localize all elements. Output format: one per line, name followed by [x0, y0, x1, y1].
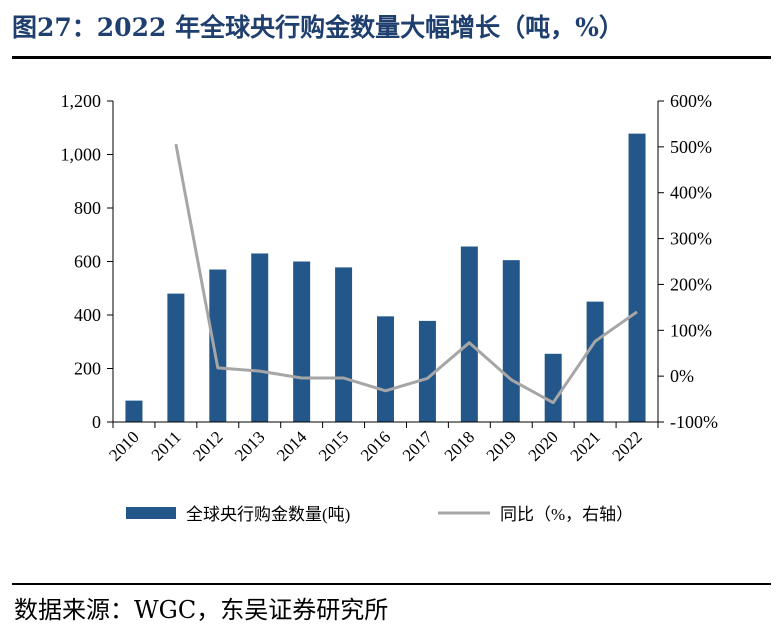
right-axis: -100% 0% 100% 200% 300% 400% 500% 600% — [657, 91, 718, 432]
right-axis-tick-label: 200% — [670, 274, 712, 294]
bar-2017 — [418, 320, 436, 422]
line-series — [174, 143, 638, 405]
bar-2018 — [460, 246, 478, 422]
bar-2011 — [167, 293, 185, 422]
yoy-line — [174, 143, 638, 405]
x-axis-tick-label: 2012 — [189, 427, 226, 464]
x-axis-tick-label: 2017 — [399, 427, 437, 465]
left-axis-tick-label: 1,000 — [61, 145, 102, 165]
x-axis-tick-label: 2015 — [315, 427, 352, 464]
left-axis-tick-label: 800 — [74, 198, 101, 218]
right-axis-tick-label: 0% — [670, 366, 694, 386]
bar-2022 — [628, 133, 646, 422]
bar-2013 — [251, 253, 269, 422]
legend: 全球央行购金数量(吨) 同比（%，右轴） — [126, 505, 633, 524]
bar-2014 — [293, 261, 311, 422]
right-axis-tick-label: -100% — [670, 412, 718, 432]
right-axis-tick-label: 300% — [670, 229, 712, 249]
bar-2020 — [544, 353, 562, 422]
x-axis-tick-label: 2010 — [105, 427, 142, 464]
x-axis-tick-label: 2020 — [525, 427, 562, 464]
x-axis-tick-label: 2021 — [566, 427, 603, 464]
data-source: 数据来源：WGC，东吴证券研究所 — [14, 596, 389, 624]
footer-divider — [12, 583, 771, 585]
right-axis-tick-label: 600% — [670, 91, 712, 111]
right-axis-tick-label: 100% — [670, 320, 712, 340]
bar-2019 — [502, 260, 520, 422]
right-axis-tick-label: 500% — [670, 137, 712, 157]
bar-2021 — [586, 301, 604, 422]
bar-line-chart: 0 200 400 600 800 1,000 1,200 -100% 0% 100% 200% 3… — [61, 91, 719, 524]
x-axis-tick-label: 2019 — [483, 427, 520, 464]
legend-line-label: 同比（%，右轴） — [500, 505, 633, 524]
left-axis-tick-label: 400 — [74, 305, 101, 325]
chart-title: 图27：2022 年全球央行购金数量大幅增长（吨，%） — [12, 13, 624, 42]
left-axis-tick-label: 1,200 — [61, 91, 102, 111]
x-axis-tick-label: 2013 — [231, 427, 268, 464]
legend-bar-label: 全球央行购金数量(吨) — [186, 505, 350, 524]
left-axis: 0 200 400 600 800 1,000 1,200 — [61, 91, 114, 432]
x-axis-tick-label: 2014 — [273, 427, 311, 465]
bar-2016 — [377, 316, 394, 422]
x-axis: 2010 2011 2012 2013 2014 2015 2016 2017 2018 2019… — [105, 421, 659, 465]
x-axis-tick-label: 2018 — [441, 427, 478, 464]
bar-series — [125, 133, 646, 422]
x-axis-tick-label: 2011 — [148, 427, 185, 464]
x-axis-tick-label: 2022 — [608, 427, 645, 464]
left-axis-tick-label: 0 — [92, 412, 101, 432]
bar-2015 — [335, 267, 353, 422]
legend-bar-swatch — [126, 507, 176, 519]
left-axis-tick-label: 600 — [74, 252, 101, 272]
bar-2010 — [125, 400, 143, 422]
bar-2012 — [209, 269, 227, 422]
left-axis-tick-label: 200 — [74, 359, 101, 379]
right-axis-tick-label: 400% — [670, 183, 712, 203]
x-axis-tick-label: 2016 — [357, 427, 394, 464]
title-divider — [12, 56, 771, 59]
